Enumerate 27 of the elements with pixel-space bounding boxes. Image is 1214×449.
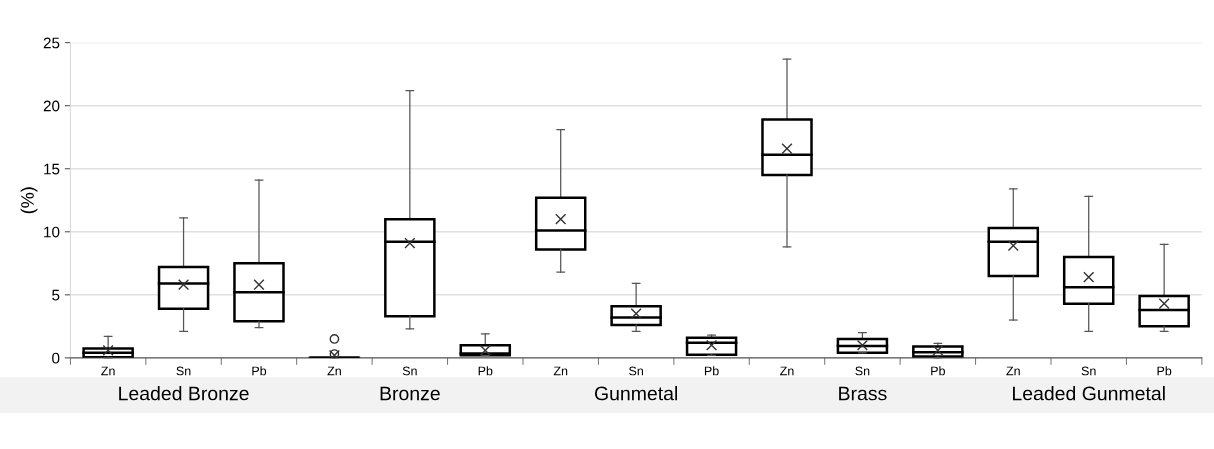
- y-tick-label: 20: [43, 100, 60, 112]
- x-tick-label: Sn: [176, 366, 191, 376]
- x-tick-label: Zn: [101, 366, 115, 376]
- text: Gunmetal: [594, 386, 677, 401]
- x-tick-label: Zn: [553, 366, 568, 376]
- x-tick-label: Pb: [704, 366, 719, 376]
- y-axis-title: (%): [20, 187, 38, 214]
- y-tick-label: 5: [52, 289, 60, 301]
- y-tick-label: 0: [52, 352, 60, 364]
- x-tick-label: Zn: [780, 366, 794, 376]
- y-tick-label: 15: [44, 163, 60, 175]
- text: Bronze: [380, 386, 440, 401]
- x-tick-label: Pb: [478, 366, 493, 376]
- text: Leaded Gunmetal: [1013, 386, 1165, 401]
- x-tick-label: Sn: [1081, 366, 1096, 376]
- text: Brass: [839, 386, 887, 401]
- x-tick-label: Pb: [931, 366, 945, 376]
- x-tick-label: Zn: [1006, 366, 1020, 376]
- y-tick-label: 25: [43, 37, 60, 49]
- x-tick-label: Zn: [327, 366, 341, 376]
- text: Leaded Bronze: [119, 386, 249, 401]
- x-tick-label: Pb: [252, 366, 267, 376]
- x-tick-label: Sn: [629, 366, 643, 376]
- y-tick-label: 10: [44, 226, 60, 238]
- x-tick-label: Pb: [1157, 366, 1172, 376]
- x-tick-label: Sn: [402, 366, 417, 376]
- x-tick-label: Sn: [855, 366, 870, 376]
